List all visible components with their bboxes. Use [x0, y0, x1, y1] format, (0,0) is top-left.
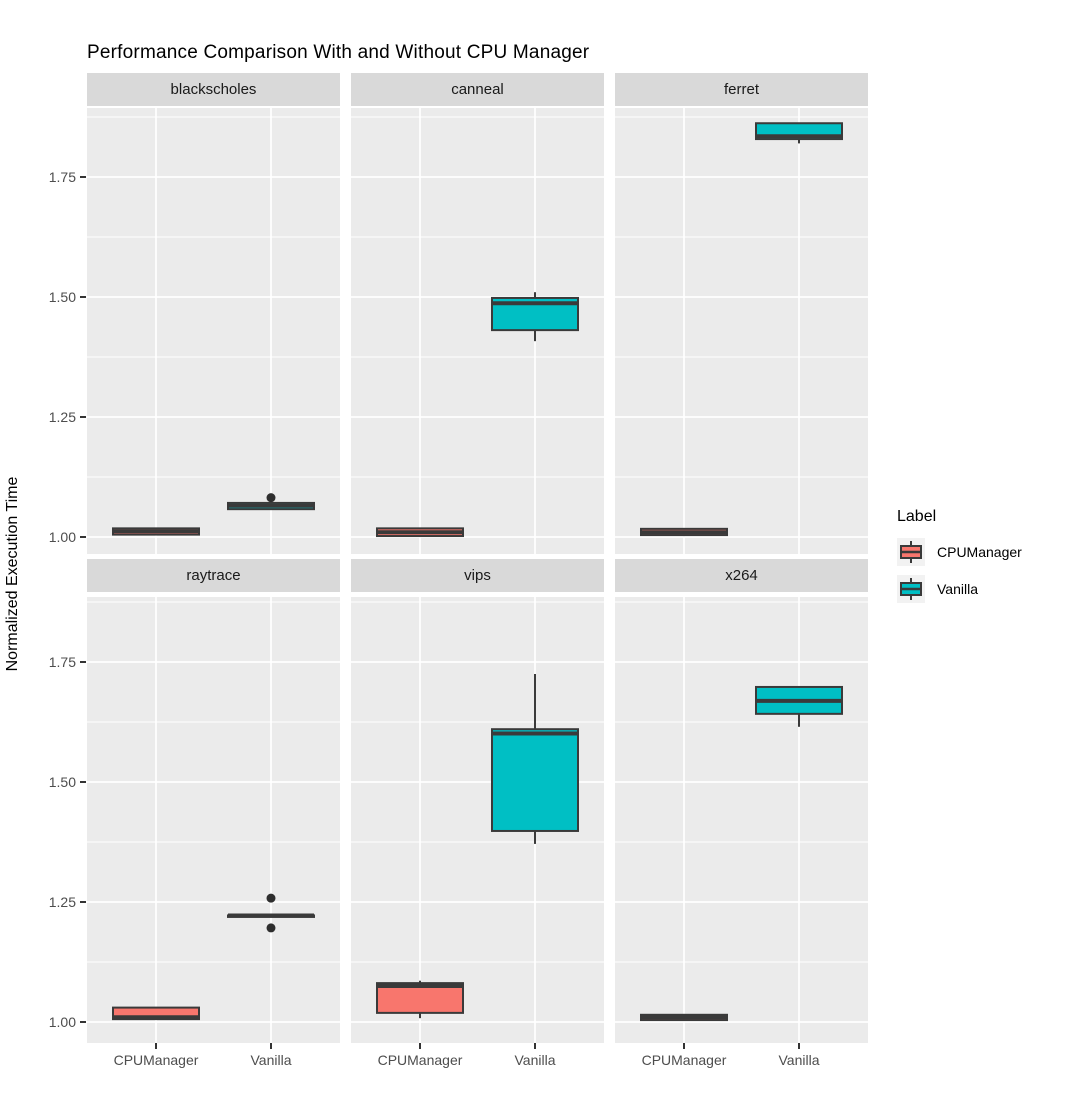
- legend-key-icon: [897, 575, 925, 603]
- boxplot-box-Vanilla: [491, 728, 579, 832]
- x-tick-mark: [534, 1043, 536, 1049]
- y-tick-mark: [80, 416, 86, 418]
- facet-strip-label: canneal: [451, 81, 504, 98]
- legend-key-icon: [897, 538, 925, 566]
- legend: Label CPUManager Vanilla: [897, 508, 1022, 612]
- x-tick-mark: [419, 1043, 421, 1049]
- y-tick-label: 1.00: [48, 529, 76, 545]
- legend-entry-CPUManager: CPUManager: [897, 538, 1022, 566]
- y-tick-mark: [80, 296, 86, 298]
- y-tick-label: 1.75: [48, 654, 76, 670]
- legend-entries: CPUManager Vanilla: [897, 538, 1022, 603]
- x-tick-label: Vanilla: [778, 1052, 820, 1068]
- facet-strip: ferret: [615, 73, 868, 106]
- legend-key-label: Vanilla: [937, 581, 978, 597]
- facet-strip-label: vips: [464, 567, 491, 584]
- facet-panel: [615, 597, 868, 1043]
- facet-strip: canneal: [351, 73, 604, 106]
- facet-panel: [351, 108, 604, 554]
- outlier-point: [266, 893, 276, 903]
- x-tick-mark: [270, 1043, 272, 1049]
- plot-title: Performance Comparison With and Without …: [87, 42, 590, 63]
- x-tick-label: CPUManager: [641, 1052, 727, 1068]
- x-tick-mark: [683, 1043, 685, 1049]
- y-tick-mark: [80, 1021, 86, 1023]
- facet-strip: x264: [615, 559, 868, 592]
- x-tick-mark: [155, 1043, 157, 1049]
- x-tick-label: CPUManager: [377, 1052, 463, 1068]
- facet-panel: [87, 597, 340, 1043]
- y-tick-mark: [80, 661, 86, 663]
- y-tick-mark: [80, 176, 86, 178]
- boxplot-box-CPUManager: [376, 982, 464, 1014]
- y-tick-label: 1.25: [48, 409, 76, 425]
- y-tick-label: 1.00: [48, 1014, 76, 1030]
- facet-strip-label: raytrace: [186, 567, 241, 584]
- facet-panel: [87, 108, 340, 554]
- y-axis-title: Normalized Execution Time: [4, 476, 21, 672]
- facet-strip: raytrace: [87, 559, 340, 592]
- y-tick-label: 1.50: [48, 289, 76, 305]
- facet-panel: [615, 108, 868, 554]
- legend-entry-Vanilla: Vanilla: [897, 575, 1022, 603]
- x-tick-label: Vanilla: [250, 1052, 292, 1068]
- x-tick-label: Vanilla: [514, 1052, 556, 1068]
- y-tick-mark: [80, 781, 86, 783]
- outlier-point: [266, 923, 276, 933]
- facet-strip: blackscholes: [87, 73, 340, 106]
- outlier-point: [266, 493, 276, 503]
- y-tick-label: 1.75: [48, 169, 76, 185]
- facet-strip-label: blackscholes: [170, 81, 257, 98]
- x-tick-mark: [798, 1043, 800, 1049]
- facet-strip-label: ferret: [723, 81, 759, 98]
- facet-strip-label: x264: [725, 567, 758, 584]
- y-tick-label: 1.25: [48, 894, 76, 910]
- x-tick-label: CPUManager: [113, 1052, 199, 1068]
- y-tick-mark: [80, 901, 86, 903]
- legend-key-label: CPUManager: [937, 544, 1022, 560]
- y-tick-label: 1.50: [48, 774, 76, 790]
- facet-strip: vips: [351, 559, 604, 592]
- legend-title: Label: [897, 508, 937, 525]
- facet-panel: [351, 597, 604, 1043]
- y-tick-mark: [80, 536, 86, 538]
